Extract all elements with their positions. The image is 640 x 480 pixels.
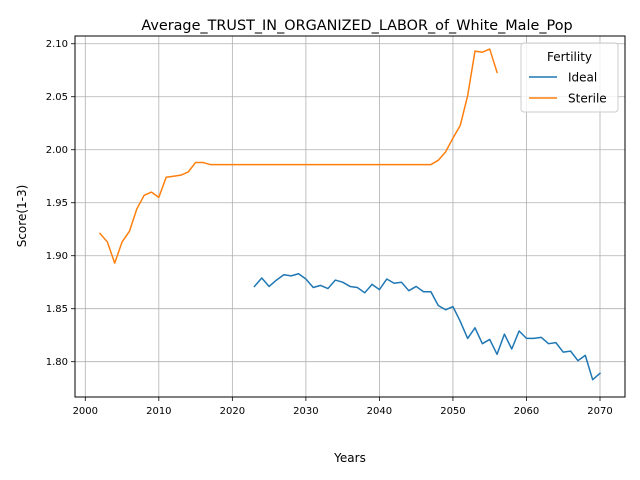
y-tick-label: 2.10: [46, 39, 68, 50]
plot-area-frame: [74, 35, 626, 398]
plot-lines: [98, 48, 602, 381]
legend: Fertility Ideal Sterile: [520, 42, 619, 113]
legend-label-ideal: Ideal: [568, 71, 597, 85]
x-tick-label: 2020: [220, 406, 245, 417]
y-axis-label: Score(1-3): [15, 185, 29, 248]
y-tick-label: 1.85: [46, 304, 68, 315]
series-line-sterile: [98, 48, 499, 264]
x-tick-label: 2030: [293, 406, 318, 417]
x-axis-ticks: 2000 2010 2020 2030 2040 2050 2060 2070: [73, 397, 613, 417]
x-axis-label: Years: [333, 451, 366, 465]
y-tick-label: 2.00: [46, 145, 68, 156]
x-tick-label: 2050: [440, 406, 465, 417]
y-tick-label: 1.95: [46, 198, 68, 209]
legend-label-sterile: Sterile: [568, 92, 607, 106]
x-tick-label: 2060: [514, 406, 539, 417]
chart-title: Average_TRUST_IN_ORGANIZED_LABOR_of_Whit…: [141, 18, 572, 34]
y-tick-label: 1.90: [46, 251, 68, 262]
x-tick-label: 2000: [73, 406, 98, 417]
x-tick-label: 2010: [146, 406, 171, 417]
x-tick-label: 2070: [587, 406, 612, 417]
y-tick-label: 1.80: [46, 357, 68, 368]
series-line-ideal: [253, 272, 602, 381]
legend-box: [520, 42, 619, 113]
y-tick-label: 2.05: [46, 92, 68, 103]
legend-title: Fertility: [547, 50, 592, 64]
x-tick-label: 2040: [367, 406, 392, 417]
y-axis-ticks: 1.80 1.85 1.90 1.95 2.00 2.05 2.10: [46, 39, 75, 368]
